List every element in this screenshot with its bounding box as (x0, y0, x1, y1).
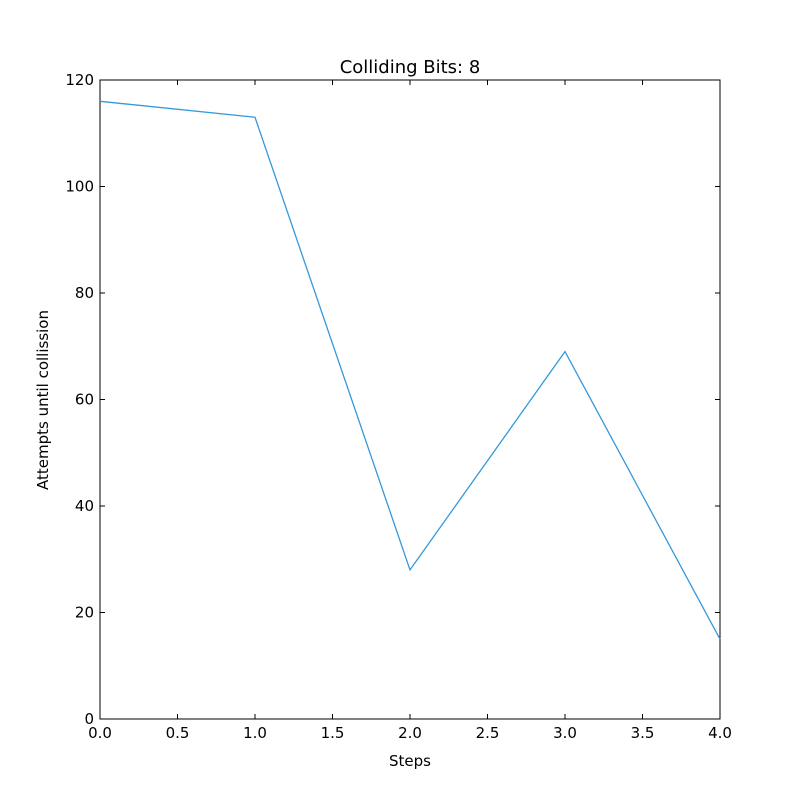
x-tick-label: 0.0 (88, 724, 112, 742)
y-tick-label: 80 (75, 284, 94, 302)
x-tick-label: 2.0 (398, 724, 422, 742)
y-tick-label: 40 (75, 497, 94, 515)
x-tick-label: 3.0 (553, 724, 577, 742)
series-line (99, 100, 721, 640)
x-tick-label: 0.5 (166, 724, 190, 742)
x-tick-label: 1.0 (243, 724, 267, 742)
x-tick-label: 3.5 (631, 724, 655, 742)
y-axis-label: Attempts until collission (34, 310, 52, 490)
y-tick-label: 0 (84, 710, 94, 728)
y-tick-label: 100 (65, 178, 94, 196)
plot-frame (99, 79, 721, 720)
axis-ticks: 0.0 0.5 1.0 1.5 2.0 2.5 3.0 3.5 4.0 0 20 40 60 80 100 1… (65, 71, 732, 742)
y-tick-label: 20 (75, 604, 94, 622)
x-tick-label: 2.5 (476, 724, 500, 742)
chart-title: Colliding Bits: 8 (340, 57, 481, 78)
x-axis-label: Steps (389, 752, 431, 770)
series-layer (99, 100, 721, 640)
y-tick-label: 120 (65, 71, 94, 89)
y-tick-label: 60 (75, 391, 94, 409)
x-tick-label: 4.0 (708, 724, 732, 742)
x-tick-label: 1.5 (321, 724, 345, 742)
